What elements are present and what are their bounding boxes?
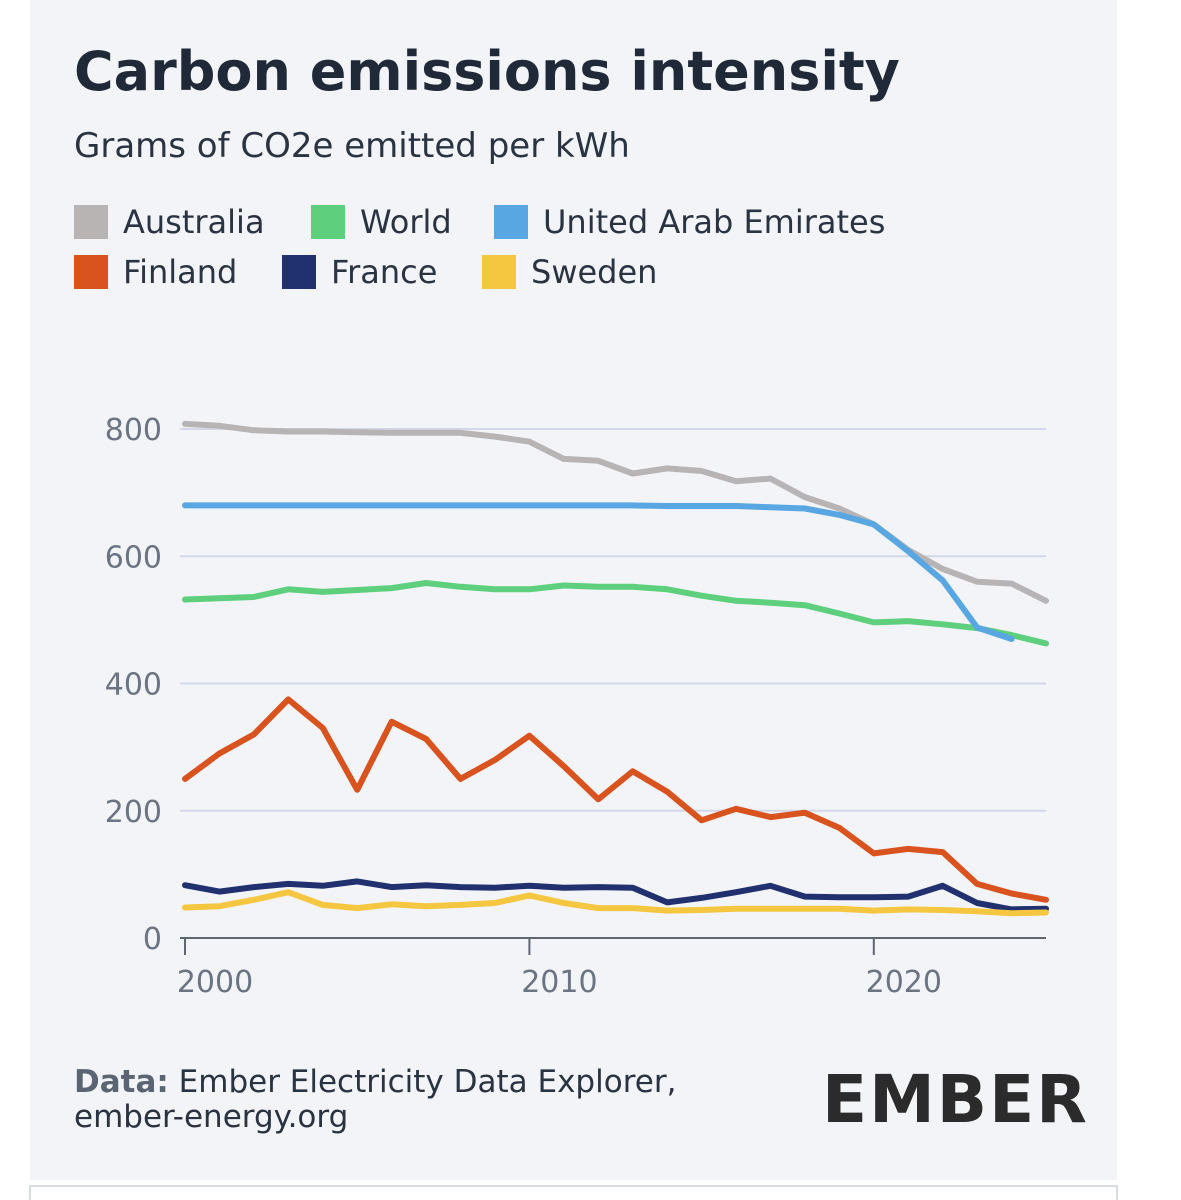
legend-swatch [74, 255, 108, 289]
x-tick-label: 2000 [177, 965, 253, 1000]
series-line [182, 580, 1049, 647]
x-tick-label: 2010 [521, 965, 597, 1000]
x-tick-label: 2020 [866, 965, 942, 1000]
legend-swatch [311, 205, 345, 239]
y-tick-label: 400 [105, 668, 162, 703]
next-card [29, 1185, 1118, 1200]
legend-label: Sweden [531, 253, 657, 291]
source-text: Ember Electricity Data Explorer, [179, 1064, 677, 1100]
chart-subtitle: Grams of CO2e emitted per kWh [74, 126, 630, 166]
series-line [182, 889, 1049, 917]
legend-label: Finland [123, 253, 237, 291]
legend-swatch [74, 205, 108, 239]
legend-label: United Arab Emirates [543, 203, 885, 241]
series-line [182, 502, 1015, 642]
legend-label: World [360, 203, 452, 241]
chart-title: Carbon emissions intensity [74, 40, 900, 103]
y-tick-label: 0 [143, 922, 162, 957]
legend: Australia World United Arab Emirates Finlan… [74, 203, 885, 291]
legend-swatch [494, 205, 528, 239]
y-tick-label: 600 [105, 540, 162, 575]
logo: EMBER [822, 1061, 1089, 1138]
source-label: Data: [74, 1064, 169, 1100]
series-line [182, 878, 1049, 913]
source-note: Data: Ember Electricity Data Explorer, [74, 1064, 676, 1100]
legend-label: Australia [123, 203, 265, 241]
y-tick-label: 200 [105, 795, 162, 830]
y-tick-label: 800 [105, 413, 162, 448]
series-line [182, 696, 1049, 903]
legend-label: France [331, 253, 437, 291]
legend-swatch [282, 255, 316, 289]
legend-swatch [482, 255, 516, 289]
source-url: ember-energy.org [74, 1099, 348, 1135]
plot-area: 0 200 400 600 800 2000 2010 2020 [105, 413, 1049, 1000]
card [30, 0, 1117, 1180]
